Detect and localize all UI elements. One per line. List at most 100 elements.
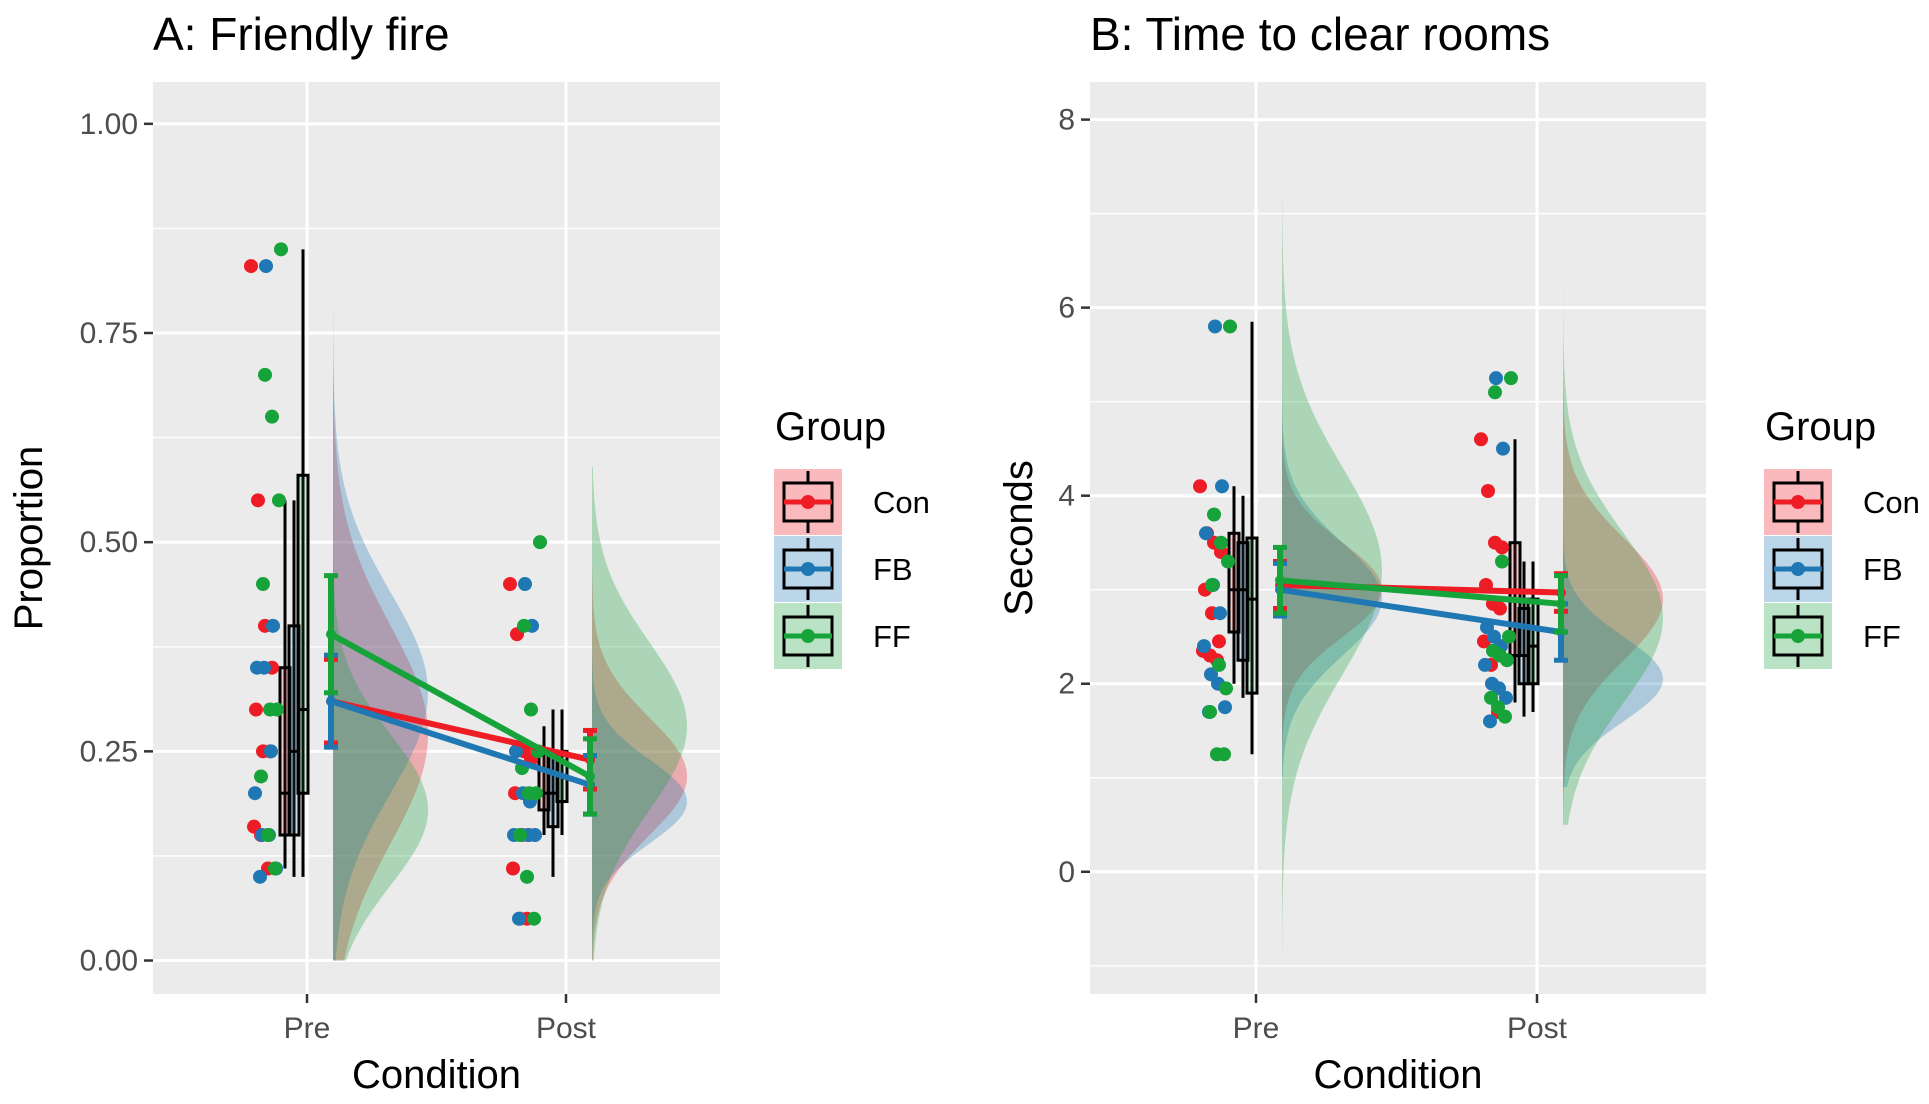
y-tick-label: 0 [1058,856,1075,889]
data-point-ff [1500,653,1514,668]
y-tick-label: 0.25 [80,735,138,768]
data-point-ff [1495,554,1509,569]
data-point-ff [1217,747,1231,762]
data-point-fb [518,577,532,592]
legend-title: Group [775,405,886,449]
data-point-con [249,702,263,717]
mean-point-fb [326,696,336,707]
x-tick-label: Post [1507,1012,1568,1045]
y-axis-title: Proportion [7,446,51,631]
data-point-ff [524,702,538,717]
mean-line-ff [1279,577,1562,607]
x-tick-label: Pre [284,1012,331,1045]
data-point-ff [513,828,527,843]
density-ff-post [1563,270,1663,825]
data-point-con [1481,483,1495,498]
legend-label-ff: FF [873,619,911,654]
legend: Group Con FB FF [774,405,930,669]
data-point-ff [527,911,541,926]
data-point-fb [1499,690,1513,705]
density-con-post [1563,307,1663,816]
data-point-fb [1496,441,1510,456]
density-con-post [592,567,687,961]
box-ff-pre [1245,536,1259,695]
mean-point-ff [1275,575,1285,586]
mean-point-ff [585,771,595,782]
panel-b: 0 2 4 6 8 Pre Post B: Time to clear rooms Condit… [997,8,1920,1097]
data-point-fb [512,911,526,926]
data-point-ff [258,367,272,382]
data-point-con [503,577,517,592]
data-point-fb [264,744,278,759]
chart-title: B: Time to clear rooms [1090,8,1550,60]
data-point-ff [1214,535,1228,550]
data-point-ff [1212,657,1226,672]
mean-line-fb [330,698,591,788]
data-point-fb [266,618,280,633]
plot-background [153,82,720,994]
data-point-fb [248,786,262,801]
data-point-ff [1504,371,1518,386]
legend-point [1791,495,1805,509]
data-point-ff [1205,578,1219,593]
data-point-ff [1221,554,1235,569]
mean-point-ff [326,629,336,640]
density-ff-pre [1282,124,1382,952]
y-tick-label: 0.50 [80,526,138,559]
data-point-ff [274,242,288,257]
mean-line-ff [329,631,592,780]
data-point-ff [1223,319,1237,334]
panel-a: 0.00 0.25 0.50 0.75 1.00 Pre Post A: Friendly f… [7,8,930,1097]
x-tick-label: Pre [1233,1012,1280,1045]
data-point-fb [528,828,542,843]
data-point-con [1212,634,1226,649]
x-tick-label: Post [536,1012,597,1045]
data-point-ff [1498,709,1512,724]
y-axis-title: Seconds [997,460,1041,616]
data-point-ff [272,493,286,508]
density-fb-post [1563,373,1663,788]
data-point-con [1193,479,1207,494]
data-point-fb [1483,714,1497,729]
y-tick-label: 0.75 [80,317,138,350]
legend-point [801,562,815,576]
data-point-con [244,259,258,274]
box-ff-post [1526,597,1540,686]
data-point-ff [520,869,534,884]
data-point-con [1493,601,1507,616]
data-point-fb [1199,526,1213,541]
legend-point [801,629,815,643]
data-point-fb [1478,657,1492,672]
data-point-ff [1203,704,1217,719]
data-point-ff [268,861,282,876]
legend-point [1791,629,1805,643]
data-point-fb [1197,639,1211,654]
data-point-fb [253,869,267,884]
density-ff-pre [333,123,428,961]
data-point-ff [517,618,531,633]
legend-label-ff: FF [1863,619,1901,654]
mean-point-ff [1556,598,1566,609]
data-point-ff [533,535,547,550]
data-point-ff [1207,507,1221,522]
data-point-ff [529,786,543,801]
box-ff-pre [296,473,310,795]
legend-label-con: Con [873,485,930,520]
x-axis-title: Condition [352,1053,521,1097]
data-point-fb [1215,479,1229,494]
legend-point [801,495,815,509]
data-point-ff [1219,681,1233,696]
y-tick-label: 0.00 [80,945,138,978]
data-point-fb [1218,700,1232,715]
data-point-con [251,493,265,508]
data-point-fb [259,259,273,274]
legend-point [1791,562,1805,576]
legend-label-con: Con [1863,485,1920,520]
data-point-con [1474,432,1488,447]
y-tick-label: 4 [1058,480,1075,513]
plot-background [1090,82,1706,994]
density-fb-post [592,567,687,961]
density-con-pre [333,249,428,961]
data-point-fb [509,744,523,759]
mean-line-fb [1279,586,1562,635]
